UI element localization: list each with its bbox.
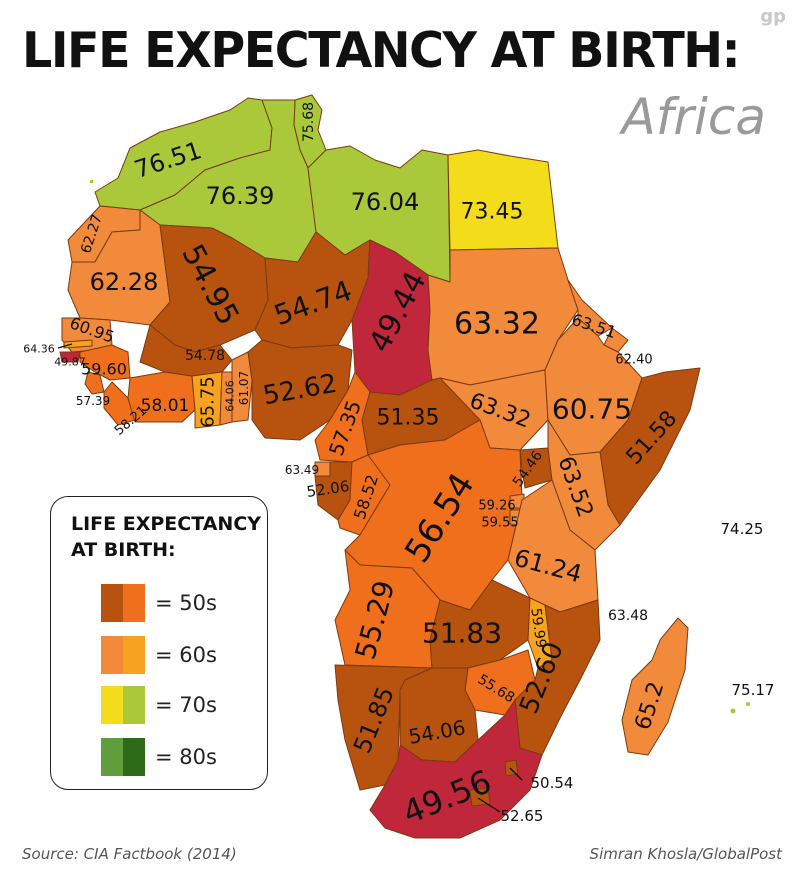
value-malawi: 59.99 [527, 607, 548, 649]
legend-swatch-70s-light [123, 686, 145, 724]
value-egypt: 73.45 [461, 200, 524, 225]
legend-item-80s: = 80s [101, 737, 217, 777]
region-gambia [63, 339, 93, 349]
legend-swatch-80s-dark [101, 738, 123, 776]
region-south-africa [369, 699, 543, 839]
leader-line-swaziland [509, 767, 523, 781]
value-rwanda: 59.26 [478, 499, 515, 514]
legend-item-70s: = 70s [101, 685, 217, 725]
value-mauritania: 62.28 [90, 268, 159, 296]
region-somalia [599, 367, 701, 526]
region-benin [231, 351, 253, 423]
region-seychelles [746, 702, 750, 706]
value-comoros: 63.48 [608, 608, 648, 624]
region-burkina-faso [139, 324, 233, 377]
value-djibouti: 62.40 [615, 353, 652, 368]
value-seychelles: 74.25 [721, 520, 764, 538]
region-mali [149, 224, 269, 353]
source-note: Source: CIA Factbook (2014) [22, 845, 237, 863]
legend: LIFE EXPECTANCY AT BIRTH: = 50s = 60s = … [50, 496, 268, 790]
value-burundi: 59.55 [481, 516, 518, 531]
value-algeria: 76.39 [206, 182, 275, 210]
region-guinea-bissau [59, 351, 81, 363]
value-guinea-bissau: 49.87 [54, 356, 86, 369]
legend-swatch-70s-dark [101, 686, 123, 724]
legend-label-60s: = 60s [155, 643, 217, 667]
value-guinea: 59.60 [81, 360, 127, 379]
legend-item-60s: = 60s [101, 635, 217, 675]
legend-swatch-60s-dark [101, 636, 123, 674]
legend-swatch-50s-dark [101, 584, 123, 622]
value-togo: 64.06 [224, 380, 237, 412]
region-lesotho [469, 787, 491, 807]
value-gambia: 64.36 [23, 343, 55, 356]
legend-swatch-50s-light [123, 584, 145, 622]
region-guinea [79, 344, 131, 381]
page-title: LIFE EXPECTANCY AT BIRTH: [22, 22, 741, 79]
value-swaziland: 50.54 [531, 774, 574, 792]
value-libya: 76.04 [351, 188, 420, 216]
globalpost-logo: gp [760, 6, 786, 27]
leader-line-lesotho [477, 797, 501, 813]
value-benin: 61.07 [237, 371, 251, 405]
legend-label-80s: = 80s [155, 745, 217, 769]
region-mauritius [730, 708, 736, 714]
value-mauritius: 75.17 [732, 681, 775, 699]
value-burkina-faso: 54.78 [185, 348, 225, 364]
island-cape-verde [90, 180, 93, 183]
page-subtitle: Africa [621, 88, 766, 146]
value-ivory-coast: 58.01 [141, 396, 190, 416]
value-ghana: 65.75 [198, 376, 219, 428]
legend-title-line1: LIFE EXPECTANCY [71, 513, 262, 535]
value-sierra-leone: 57.39 [76, 394, 110, 408]
value-gabon: 52.06 [305, 477, 350, 501]
region-ghana [191, 371, 223, 429]
region-zambia [429, 579, 531, 669]
legend-title: LIFE EXPECTANCY AT BIRTH: [71, 511, 261, 563]
value-lesotho: 52.65 [501, 807, 544, 825]
region-uganda [519, 447, 553, 489]
legend-swatch-80s-light [123, 738, 145, 776]
region-madagascar [621, 617, 689, 756]
value-ethiopia: 60.75 [552, 393, 632, 426]
value-tunisia: 75.68 [301, 102, 317, 142]
leader-line-gambia [57, 343, 73, 349]
value-equatorial-guinea: 63.49 [285, 463, 319, 477]
value-car: 51.35 [377, 406, 440, 431]
legend-label-70s: = 70s [155, 693, 217, 717]
legend-title-line2: AT BIRTH: [71, 539, 176, 561]
legend-swatch-60s-light [123, 636, 145, 674]
region-sierra-leone [84, 371, 105, 395]
credit-note: Simran Khosla/GlobalPost [589, 845, 782, 863]
legend-label-50s: = 50s [155, 591, 217, 615]
value-zambia: 51.83 [422, 617, 502, 650]
value-sudan: 63.32 [454, 307, 540, 342]
legend-item-50s: = 50s [101, 583, 217, 623]
